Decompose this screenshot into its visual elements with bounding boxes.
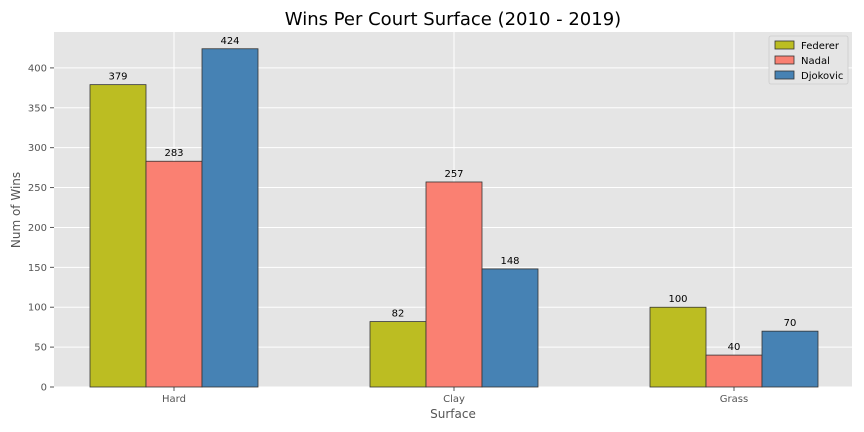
x-tick-label: Clay <box>443 394 465 405</box>
y-tick-label: 200 <box>28 223 47 234</box>
y-tick-label: 150 <box>28 263 47 274</box>
bar-federer-hard <box>89 84 147 388</box>
legend-swatch-federer <box>774 40 795 50</box>
bar-djokovic-grass <box>761 330 819 388</box>
data-label: 257 <box>444 169 463 180</box>
legend: Federer Nadal Djokovic <box>768 35 849 85</box>
y-tick-label: 250 <box>28 183 47 194</box>
data-label: 40 <box>728 342 741 353</box>
bar-federer-clay <box>369 321 427 388</box>
y-tick-label: 300 <box>28 143 47 154</box>
x-tick-label: Grass <box>720 394 748 405</box>
data-label: 70 <box>784 318 797 329</box>
y-tick-label: 400 <box>28 63 47 74</box>
data-label: 424 <box>220 36 239 47</box>
data-label: 379 <box>108 72 127 83</box>
bar-nadal-hard <box>145 160 203 388</box>
y-axis-label: Num of Wins <box>9 172 23 248</box>
data-label: 148 <box>500 256 519 267</box>
bar-djokovic-clay <box>481 268 539 388</box>
legend-swatch-djokovic <box>774 70 795 80</box>
bar-nadal-clay <box>425 181 483 388</box>
y-tick-label: 50 <box>34 343 47 354</box>
legend-label-federer: Federer <box>801 41 840 52</box>
y-tick-label: 0 <box>41 383 47 394</box>
data-label: 100 <box>668 294 687 305</box>
bar-nadal-grass <box>705 354 763 388</box>
bar-federer-grass <box>649 306 707 388</box>
x-axis-label: Surface <box>430 407 476 421</box>
legend-label-djokovic: Djokovic <box>801 71 843 82</box>
data-label: 283 <box>164 148 183 159</box>
data-label: 82 <box>392 309 405 320</box>
legend-label-nadal: Nadal <box>801 56 830 67</box>
bar-djokovic-hard <box>201 48 259 388</box>
chart-title: Wins Per Court Surface (2010 - 2019) <box>285 9 621 30</box>
y-tick-label: 100 <box>28 303 47 314</box>
y-tick-label: 350 <box>28 103 47 114</box>
legend-swatch-nadal <box>774 55 795 65</box>
x-tick-label: Hard <box>162 394 186 405</box>
